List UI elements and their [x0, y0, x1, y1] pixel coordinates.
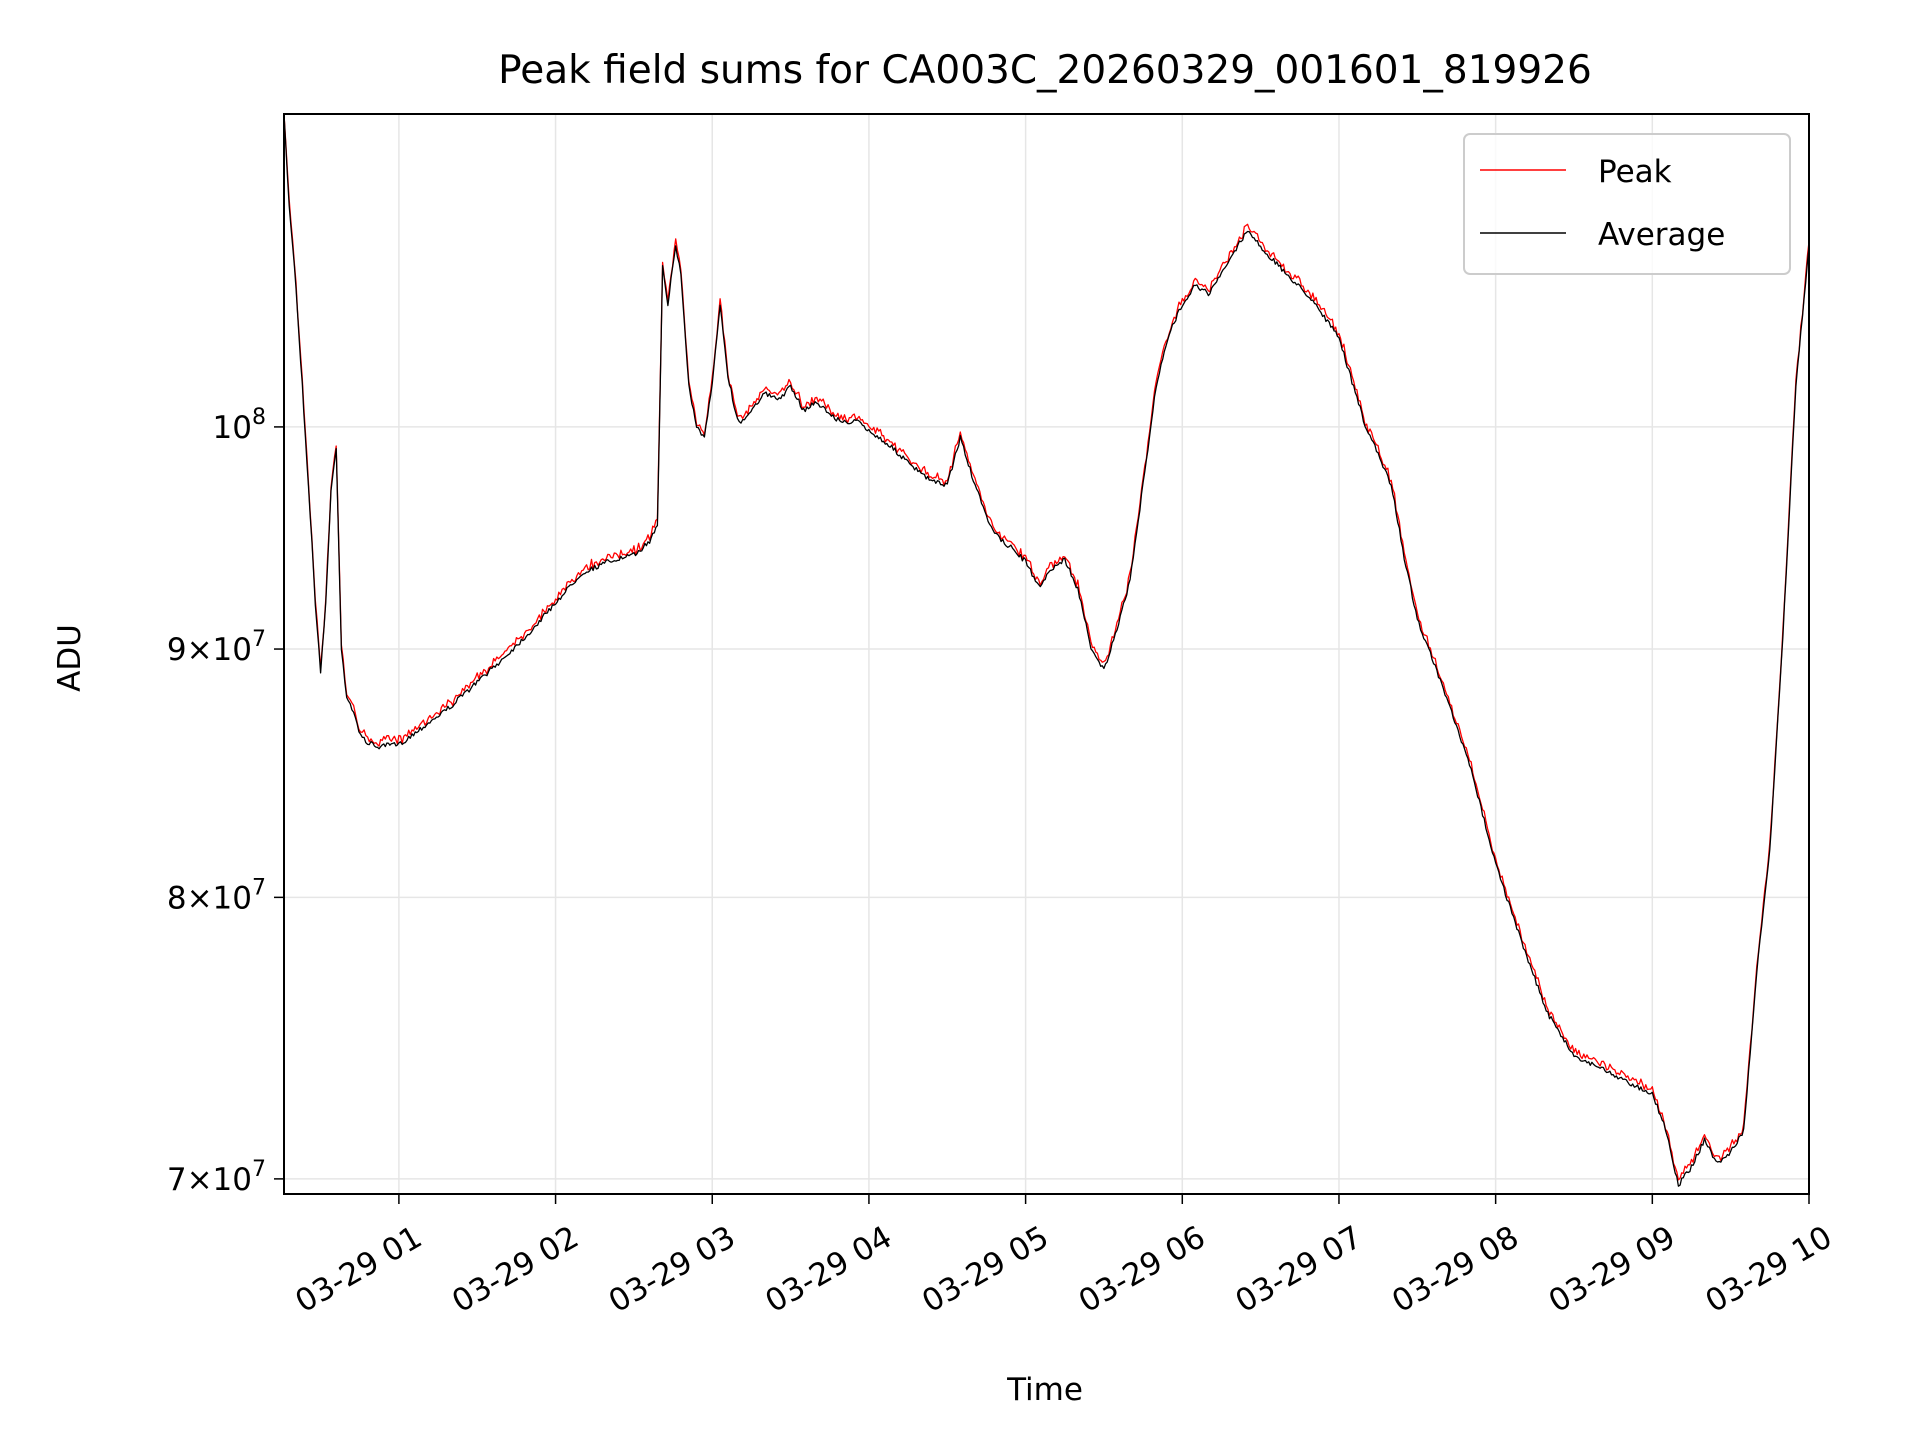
y-axis-label: ADU	[52, 624, 88, 692]
legend-average-label: Average	[1598, 217, 1725, 253]
y-tick-exponent: 8	[252, 405, 266, 430]
series-line-average	[283, 113, 1810, 1187]
legend: Peak Average	[1463, 133, 1791, 275]
series-line-peak	[283, 113, 1810, 1181]
legend-box	[1463, 133, 1791, 275]
y-tick-times: ×	[187, 1162, 213, 1198]
y-tick-label: 8×107	[167, 875, 266, 916]
chart-title: Peak field sums for CA003C_20260329_0016…	[498, 48, 1592, 93]
y-tick-mantissa: 7	[167, 1162, 187, 1198]
legend-peak-label: Peak	[1598, 154, 1672, 190]
y-tick-label: 7×107	[167, 1157, 266, 1198]
y-tick-label: 108	[213, 405, 266, 446]
x-axis-label: Time	[1006, 1372, 1083, 1408]
y-tick-exponent: 7	[252, 1157, 266, 1182]
y-tick-mantissa: 9	[167, 632, 187, 668]
y-tick-times: ×	[187, 880, 213, 916]
y-tick-times: ×	[187, 632, 213, 668]
y-tick-base: 10	[213, 880, 252, 916]
series-lines	[283, 113, 1810, 1187]
y-tick-label: 9×107	[167, 627, 266, 668]
y-tick-base: 10	[213, 632, 252, 668]
y-tick-exponent: 7	[252, 875, 266, 900]
y-tick-exponent: 7	[252, 627, 266, 652]
y-tick-mantissa: 8	[167, 880, 187, 916]
y-tick-base: 10	[213, 1162, 252, 1198]
plot-frame	[283, 113, 1810, 1195]
y-tick-base: 10	[213, 410, 252, 446]
